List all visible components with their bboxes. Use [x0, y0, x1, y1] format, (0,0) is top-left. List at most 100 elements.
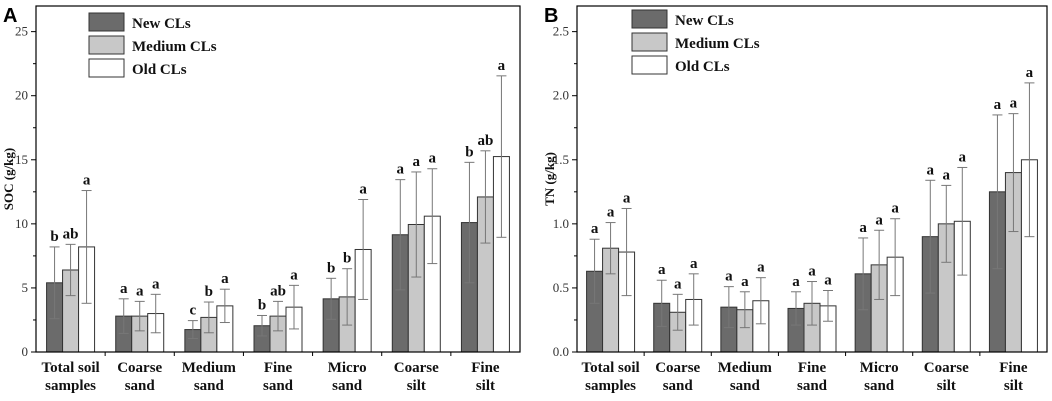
significance-letter: a	[690, 256, 698, 272]
significance-letter: a	[927, 162, 935, 178]
significance-letter: a	[824, 272, 832, 288]
significance-letter: b	[205, 284, 213, 300]
y-tick-label: 0	[22, 344, 29, 359]
significance-letter: a	[1010, 96, 1018, 112]
legend-label: Medium CLs	[132, 39, 217, 55]
panel-letter: B	[544, 5, 558, 27]
significance-letter: b	[465, 144, 473, 160]
significance-letter: a	[757, 260, 765, 276]
legend-label: New CLs	[675, 13, 734, 29]
y-tick-label: 10	[15, 216, 28, 231]
significance-letter: a	[808, 264, 816, 280]
category-label: silt	[476, 378, 495, 394]
category-label: samples	[585, 378, 636, 394]
legend-swatch	[88, 35, 125, 55]
significance-letter: a	[623, 190, 631, 206]
y-tick-label: 20	[15, 88, 28, 103]
significance-letter: a	[792, 274, 800, 290]
significance-letter: a	[959, 149, 967, 165]
category-label: silt	[407, 378, 426, 394]
y-axis-label: TN (g/kg)	[542, 152, 557, 206]
significance-letter: a	[994, 97, 1002, 113]
significance-letter: a	[83, 173, 91, 189]
significance-letter: a	[413, 154, 421, 170]
plot-frame	[35, 5, 521, 353]
legend-swatch	[88, 58, 125, 78]
category-label: Fine	[471, 360, 500, 376]
significance-letter: a	[498, 58, 506, 74]
y-tick-label: 1.5	[553, 152, 569, 167]
significance-letter: a	[591, 221, 599, 237]
category-label: sand	[730, 378, 761, 394]
category-label: Total soil	[41, 360, 99, 376]
legend-swatch	[631, 32, 668, 52]
significance-letter: a	[674, 276, 682, 292]
significance-letter: a	[429, 151, 437, 167]
significance-letter: a	[891, 201, 899, 217]
legend-label: Medium CLs	[675, 36, 760, 52]
category-label: Total soil	[581, 360, 639, 376]
legend-swatch	[631, 9, 668, 29]
significance-letter: a	[397, 162, 405, 178]
category-label: Medium	[718, 360, 773, 376]
significance-letter: a	[221, 271, 229, 287]
y-tick-label: 15	[15, 152, 28, 167]
significance-letter: b	[50, 229, 58, 245]
category-label: silt	[937, 378, 956, 394]
category-label: sand	[194, 378, 225, 394]
y-tick-label: 2.5	[553, 24, 569, 39]
category-label: Coarse	[394, 360, 439, 376]
legend-swatch	[631, 55, 668, 75]
y-tick-label: 0.5	[553, 280, 569, 295]
y-axis-label: SOC (g/kg)	[1, 148, 16, 210]
category-label: sand	[332, 378, 363, 394]
legend-label: New CLs	[132, 16, 191, 32]
significance-letter: a	[136, 283, 144, 299]
significance-letter: a	[1026, 65, 1034, 81]
significance-letter: c	[190, 303, 197, 319]
significance-letter: a	[290, 267, 298, 283]
legend-label: Old CLs	[132, 62, 187, 78]
significance-letter: b	[258, 297, 266, 313]
legend-swatch	[88, 12, 125, 32]
category-label: Coarse	[655, 360, 700, 376]
significance-letter: b	[343, 251, 351, 267]
category-label: sand	[864, 378, 895, 394]
category-label: sand	[263, 378, 294, 394]
legend-label: Old CLs	[675, 59, 730, 75]
significance-letter: a	[741, 274, 749, 290]
category-label: Fine	[264, 360, 293, 376]
category-label: Coarse	[117, 360, 162, 376]
category-label: silt	[1004, 378, 1023, 394]
significance-letter: a	[943, 167, 951, 183]
y-tick-label: 5	[22, 280, 29, 295]
significance-letter: a	[658, 262, 666, 278]
significance-letter: a	[725, 269, 733, 285]
category-label: Fine	[798, 360, 827, 376]
significance-letter: ab	[270, 283, 286, 299]
category-label: samples	[45, 378, 96, 394]
significance-letter: a	[359, 182, 367, 198]
significance-letter: ab	[63, 226, 79, 242]
y-tick-label: 2.0	[553, 88, 569, 103]
category-label: sand	[663, 378, 694, 394]
category-label: Medium	[182, 360, 237, 376]
category-label: sand	[125, 378, 156, 394]
significance-letter: a	[859, 220, 867, 236]
significance-letter: a	[152, 276, 160, 292]
category-label: Micro	[860, 360, 899, 376]
panel-letter: A	[3, 5, 17, 27]
category-label: Micro	[328, 360, 367, 376]
category-label: sand	[797, 378, 828, 394]
y-tick-label: 25	[15, 24, 28, 39]
category-label: Fine	[999, 360, 1028, 376]
significance-letter: ab	[478, 133, 494, 149]
y-tick-label: 0.0	[553, 344, 569, 359]
significance-letter: b	[327, 260, 335, 276]
plot-frame	[576, 5, 1048, 353]
y-tick-label: 1.0	[553, 216, 569, 231]
significance-letter: a	[875, 212, 883, 228]
